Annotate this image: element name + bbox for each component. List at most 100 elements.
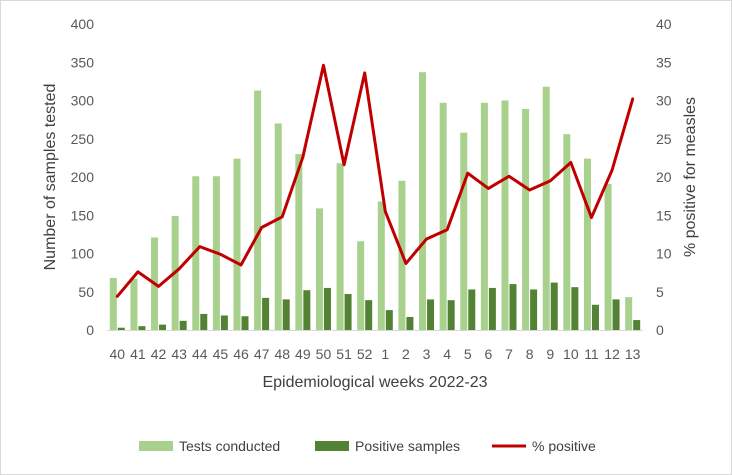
legend-swatch-positive-samples — [315, 441, 349, 451]
x-tick-label: 41 — [130, 346, 146, 362]
bar-positive-samples — [159, 324, 167, 330]
bar-tests-conducted — [109, 277, 117, 330]
y-left-tick-label: 350 — [71, 54, 95, 70]
bar-tests-conducted — [439, 102, 447, 330]
bar-positive-samples — [427, 299, 435, 330]
y-left-tick-label: 100 — [71, 246, 95, 262]
y-right-tick-label: 10 — [656, 246, 672, 262]
bar-positive-samples — [117, 327, 125, 330]
x-tick-label: 13 — [625, 346, 641, 362]
bar-tests-conducted — [542, 86, 550, 330]
bar-positive-samples — [488, 287, 496, 330]
bar-positive-samples — [406, 316, 414, 330]
y-left-tick-label: 300 — [71, 93, 95, 109]
bar-tests-conducted — [625, 297, 633, 330]
bar-tests-conducted — [501, 100, 509, 330]
x-tick-label: 6 — [484, 346, 492, 362]
x-tick-label: 52 — [357, 346, 373, 362]
y-right-tick-label: 30 — [656, 93, 672, 109]
bar-tests-conducted — [480, 102, 488, 330]
bar-tests-conducted — [522, 108, 530, 330]
line-percent-positive — [115, 63, 635, 298]
bar-tests-conducted — [460, 132, 468, 330]
y-right-axis-title: % positive for measles — [682, 97, 699, 257]
x-axis-title: Epidemiological weeks 2022-23 — [262, 374, 487, 391]
x-tick-label: 48 — [274, 346, 290, 362]
x-tick-label: 50 — [316, 346, 332, 362]
bar-tests-conducted — [357, 241, 365, 330]
x-tick-label: 46 — [233, 346, 249, 362]
bar-positive-samples — [282, 299, 290, 330]
y-left-tick-label: 50 — [78, 284, 94, 300]
bar-positive-samples — [262, 297, 270, 330]
x-tick-label: 2 — [402, 346, 410, 362]
bar-tests-conducted — [604, 183, 612, 330]
bar-positive-samples — [365, 300, 373, 330]
legend-label-tests-conducted: Tests conducted — [179, 438, 280, 454]
legend-label-percent-positive: % positive — [532, 438, 596, 454]
x-tick-label: 11 — [584, 346, 599, 362]
x-tick-label: 43 — [171, 346, 187, 362]
bar-positive-samples — [220, 315, 228, 330]
x-tick-label: 51 — [336, 346, 352, 362]
bar-positive-samples — [138, 326, 146, 330]
bar-positive-samples — [633, 320, 641, 330]
bar-tests-conducted — [336, 163, 344, 330]
bar-positive-samples — [241, 316, 249, 330]
bar-tests-conducted — [315, 208, 323, 330]
x-tick-label: 8 — [526, 346, 534, 362]
bar-positive-samples — [303, 290, 311, 330]
bar-tests-conducted — [583, 158, 591, 330]
y-left-tick-label: 200 — [71, 169, 95, 185]
y-left-tick-label: 400 — [71, 16, 95, 32]
bar-tests-conducted — [377, 201, 385, 330]
bar-positive-samples — [571, 287, 579, 330]
y-right-tick-label: 0 — [656, 322, 664, 338]
x-tick-label: 12 — [604, 346, 620, 362]
y-right-tick-label: 15 — [656, 207, 672, 223]
legend-label-positive-samples: Positive samples — [355, 438, 460, 454]
bar-positive-samples — [468, 289, 476, 330]
y-right-tick-label: 35 — [656, 54, 672, 70]
x-tick-label: 1 — [381, 346, 389, 362]
y-left-tick-label: 150 — [71, 207, 95, 223]
bar-positive-samples — [323, 287, 331, 330]
bar-positive-samples — [509, 284, 517, 330]
bar-tests-conducted — [130, 278, 138, 330]
legend-swatch-tests-conducted — [139, 441, 173, 451]
bar-positive-samples — [530, 289, 538, 330]
x-tick-label: 3 — [423, 346, 431, 362]
y-left-axis-title: Number of samples tested — [42, 84, 59, 271]
bar-positive-samples — [200, 313, 208, 330]
bar-positive-samples — [591, 304, 599, 330]
x-tick-label: 40 — [110, 346, 126, 362]
x-tick-label: 44 — [192, 346, 208, 362]
bar-positive-samples — [550, 282, 558, 330]
x-tick-label: 47 — [254, 346, 270, 362]
bar-positive-samples — [447, 300, 455, 330]
x-tick-label: 7 — [505, 346, 513, 362]
y-right-tick-label: 20 — [656, 169, 672, 185]
y-left-tick-label: 0 — [86, 322, 94, 338]
bar-positive-samples — [179, 320, 187, 330]
y-right-tick-label: 5 — [656, 284, 664, 300]
bar-tests-conducted — [254, 90, 262, 331]
y-right-tick-label: 40 — [656, 16, 672, 32]
x-tick-label: 45 — [213, 346, 229, 362]
bar-tests-conducted — [563, 134, 571, 330]
bar-positive-samples — [612, 299, 620, 330]
x-tick-label: 49 — [295, 346, 311, 362]
x-tick-label: 5 — [464, 346, 472, 362]
bar-tests-conducted — [233, 158, 241, 330]
x-tick-label: 4 — [443, 346, 451, 362]
bar-positive-samples — [344, 294, 352, 330]
x-tick-label: 10 — [563, 346, 579, 362]
y-left-tick-label: 250 — [71, 131, 95, 147]
bar-tests-conducted — [295, 154, 303, 330]
bar-tests-conducted — [274, 123, 282, 330]
x-tick-label: 9 — [546, 346, 554, 362]
bar-positive-samples — [385, 310, 393, 330]
bar-tests-conducted — [419, 72, 427, 330]
x-tick-label: 42 — [151, 346, 167, 362]
